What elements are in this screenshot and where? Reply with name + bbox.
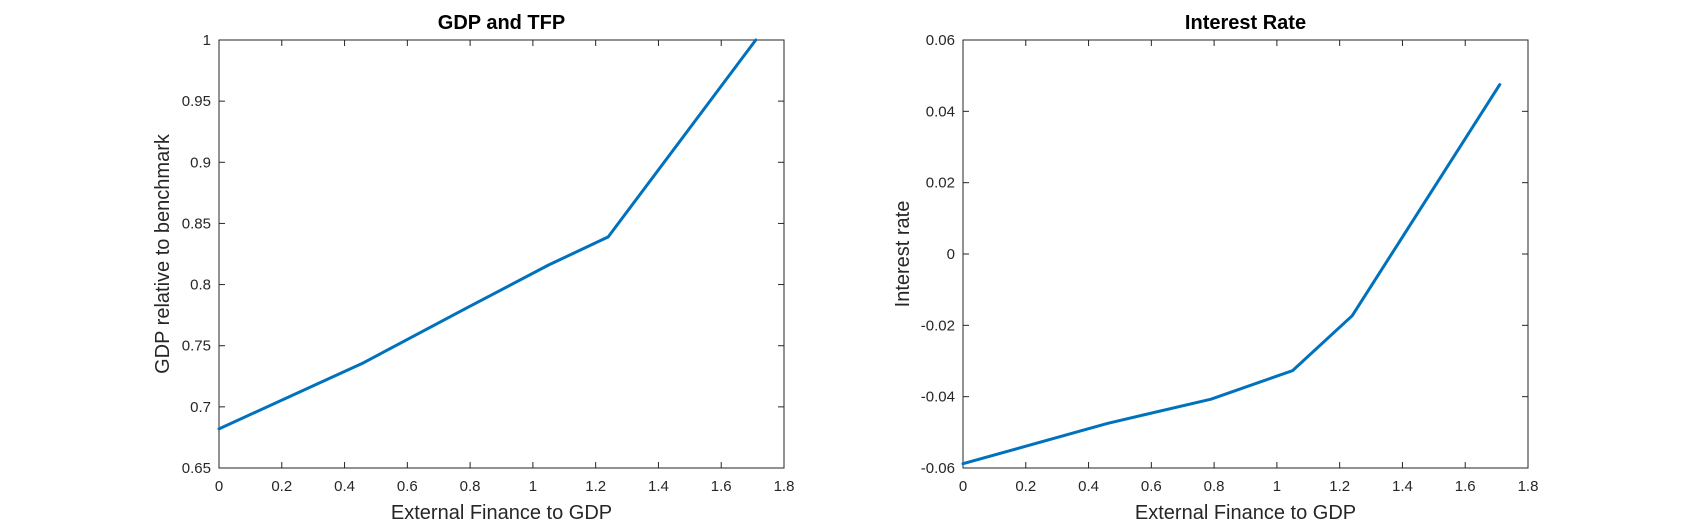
x-tick-label: 1 [529, 478, 537, 495]
y-tick-label: 0.06 [926, 32, 955, 49]
x-tick-label: 1.6 [1455, 478, 1476, 495]
x-tick-label: 0.6 [1141, 478, 1162, 495]
chart-title: Interest Rate [1185, 12, 1306, 34]
x-tick-label: 1 [1273, 478, 1281, 495]
x-tick-label: 0 [959, 478, 967, 495]
y-tick-label: 0.65 [182, 460, 211, 477]
chart-interest-rate: Interest Rate External Finance to GDP In… [892, 12, 1538, 524]
y-tick-label: 1 [203, 32, 211, 49]
series-line [217, 38, 758, 431]
x-tick-label: 0.6 [397, 478, 418, 495]
x-tick-label: 0.2 [271, 478, 292, 495]
x-axis-label: External Finance to GDP [1135, 502, 1356, 524]
x-tick-label: 0.8 [460, 478, 481, 495]
y-tick-label: 0.02 [926, 175, 955, 192]
y-tick-label: 0.8 [190, 277, 211, 294]
y-tick-label: 0.95 [182, 93, 211, 110]
y-tick-label: 0.7 [190, 399, 211, 416]
x-tick-label: 1.4 [1392, 478, 1413, 495]
axis-ticks: 0 0.2 0.4 0.6 0.8 1 1.2 1.4 1.6 1.8 -0.06 -0.04 -0.0… [921, 32, 1539, 495]
y-tick-label: 0.85 [182, 215, 211, 232]
series-group [961, 83, 1502, 466]
series-group [217, 38, 758, 431]
chart-gdp-and-tfp: GDP and TFP External Finance to GDP GDP … [152, 12, 794, 524]
plot-area [218, 39, 785, 469]
x-tick-label: 0.2 [1015, 478, 1036, 495]
x-tick-label: 1.2 [1329, 478, 1350, 495]
y-tick-label: -0.04 [921, 389, 955, 406]
x-tick-label: 1.2 [585, 478, 606, 495]
x-axis-label: External Finance to GDP [391, 502, 612, 524]
axis-ticks: 0 0.2 0.4 0.6 0.8 1 1.2 1.4 1.6 1.8 0.65 0.7 0.75 0.8… [182, 32, 795, 495]
x-tick-label: 0.4 [1078, 478, 1099, 495]
y-tick-label: -0.02 [921, 317, 955, 334]
y-tick-label: 0.9 [190, 154, 211, 171]
y-tick-label: 0.04 [926, 103, 955, 120]
y-tick-label: 0.75 [182, 338, 211, 355]
y-tick-label: 0 [947, 246, 955, 263]
series-line [961, 83, 1502, 466]
y-axis-label: Interest rate [892, 201, 914, 308]
x-tick-label: 0 [215, 478, 223, 495]
plot-area [962, 39, 1529, 469]
x-tick-label: 0.8 [1204, 478, 1225, 495]
x-tick-label: 0.4 [334, 478, 355, 495]
x-tick-label: 1.6 [711, 478, 732, 495]
x-tick-label: 1.8 [774, 478, 795, 495]
y-tick-label: -0.06 [921, 460, 955, 477]
chart-title: GDP and TFP [438, 12, 565, 34]
x-tick-label: 1.8 [1518, 478, 1539, 495]
x-tick-label: 1.4 [648, 478, 669, 495]
y-axis-label: GDP relative to benchmark [152, 133, 174, 374]
